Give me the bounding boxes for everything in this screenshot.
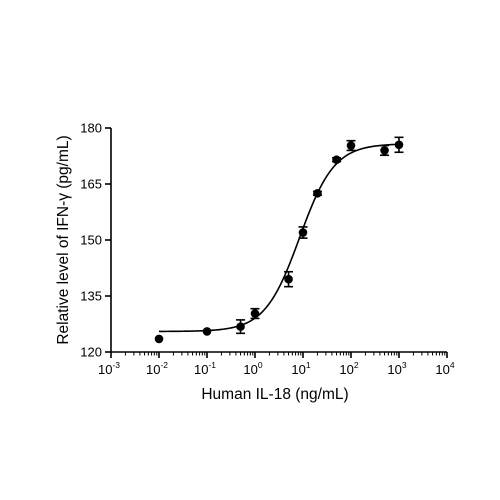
x-tick-base: 10: [291, 362, 305, 377]
x-tick-base: 10: [243, 362, 257, 377]
data-point: [236, 322, 245, 331]
x-tick-label: 101: [291, 360, 310, 377]
x-tick-exponent: 2: [354, 360, 359, 370]
y-axis-label: Relative level of IFN-γ (pg/mL): [55, 135, 72, 344]
fit-curve: [159, 143, 400, 333]
error-bar-group: [236, 136, 404, 335]
x-tick-exponent: 4: [450, 360, 455, 370]
x-tick-label: 10-1: [194, 360, 216, 377]
data-point: [154, 334, 164, 344]
y-tick-label: 165: [80, 177, 102, 192]
x-tick-label: 104: [435, 360, 454, 377]
x-tick-base: 10: [194, 362, 208, 377]
y-tick-label: 150: [80, 233, 102, 248]
x-tick-label: 102: [339, 360, 358, 377]
data-point: [298, 228, 308, 237]
x-tick-label: 10-2: [146, 360, 168, 377]
data-point: [313, 189, 322, 198]
x-tick-label: 100: [243, 360, 262, 377]
x-axis-label: Human IL-18 (ng/mL): [201, 386, 348, 403]
x-tick-exponent: -2: [160, 360, 168, 370]
x-tick-base: 10: [339, 362, 353, 377]
data-point: [346, 141, 356, 150]
x-tick-label: 10-3: [98, 360, 120, 377]
y-tick-label: 120: [80, 345, 102, 360]
x-tick-base: 10: [387, 362, 401, 377]
data-point-group: [154, 140, 404, 344]
axis-label-group: Human IL-18 (ng/mL) Relative level of IF…: [55, 135, 349, 403]
data-point: [380, 146, 389, 155]
data-point: [202, 327, 212, 336]
x-tick-base: 10: [98, 362, 112, 377]
fit-curve-group: [159, 143, 400, 333]
y-tick-label: 135: [80, 289, 102, 304]
x-tick-base: 10: [435, 362, 449, 377]
data-point: [394, 140, 404, 150]
x-tick-exponent: 1: [306, 360, 311, 370]
data-point: [332, 155, 341, 165]
x-tick-exponent: 3: [402, 360, 407, 370]
data-point: [250, 309, 260, 318]
x-tick-exponent: 0: [258, 360, 263, 370]
x-tick-label: 103: [387, 360, 406, 377]
x-tick-exponent: -3: [112, 360, 120, 370]
data-point: [284, 274, 293, 284]
x-tick-exponent: -1: [208, 360, 216, 370]
y-tick-label: 180: [80, 121, 102, 136]
x-tick-base: 10: [146, 362, 160, 377]
